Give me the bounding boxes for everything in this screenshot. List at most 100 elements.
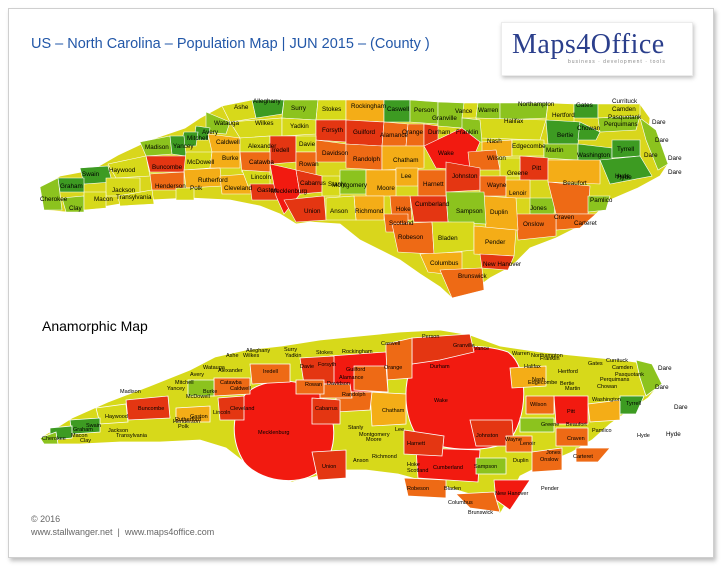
ana-label-macon: Macon bbox=[71, 433, 88, 439]
ana-label-guilford: Guilford bbox=[346, 367, 365, 373]
logo-tagline: business · development · tools bbox=[568, 59, 666, 65]
ana-label-catawba: Catawba bbox=[220, 380, 243, 386]
maps4office-logo: Maps4Office business · development · too… bbox=[501, 22, 693, 76]
std-label-chatham: Chatham bbox=[393, 157, 419, 164]
ana-label-columbus: Columbus bbox=[448, 500, 473, 506]
ana-label-cleveland: Cleveland bbox=[230, 406, 254, 412]
anamorphic-county-rowan bbox=[295, 379, 325, 395]
ana-label-mcdowell: McDowell bbox=[186, 394, 210, 400]
ana-label-yadkin: Yadkin bbox=[285, 353, 301, 359]
ana-label-surry: Surry bbox=[284, 347, 297, 353]
county-cherokee bbox=[39, 177, 63, 211]
ana-label-pitt: Pitt bbox=[567, 409, 575, 415]
std-label-carteret: Carteret bbox=[574, 220, 597, 227]
footer-link-stallwanger[interactable]: www.stallwanger.net bbox=[31, 527, 113, 537]
std-label-davidson: Davidson bbox=[322, 150, 349, 157]
anamorphic-map-heading: Anamorphic Map bbox=[42, 318, 148, 334]
std-label-person: Person bbox=[414, 107, 434, 114]
std-label-scotland: Scotland bbox=[389, 220, 414, 227]
std-sea-label-dare-3: Dare bbox=[668, 169, 682, 176]
ana-label-chatham: Chatham bbox=[382, 408, 405, 414]
ana-label-chowan: Chowan bbox=[597, 384, 617, 390]
ana-label-rowan: Rowan bbox=[305, 382, 322, 388]
std-label-burke: Burke bbox=[222, 155, 239, 162]
ana-label-pamlico: Pamlico bbox=[592, 428, 612, 434]
std-label-warren: Warren bbox=[478, 107, 499, 114]
std-label-jones: Jones bbox=[530, 205, 547, 212]
ana-label-iredell: Iredell bbox=[263, 369, 278, 375]
county-chowan bbox=[577, 121, 601, 141]
ana-label-anson: Anson bbox=[353, 458, 369, 464]
anamorphic-county-gaston bbox=[217, 395, 245, 421]
anamorphic-county-sampson bbox=[475, 457, 507, 475]
anamorphic-county-cherokee bbox=[39, 431, 59, 445]
ana-label-rockingham: Rockingham bbox=[342, 349, 373, 355]
ana-label-hoke: Hoke bbox=[407, 462, 420, 468]
ana-label-orange: Orange bbox=[384, 365, 402, 371]
anamorphic-county-iredell bbox=[249, 363, 291, 385]
std-label-rowan: Rowan bbox=[299, 161, 319, 168]
anamorphic-county-dare bbox=[635, 359, 663, 397]
std-label-graham: Graham bbox=[60, 183, 83, 190]
anamorphic-county-harnett bbox=[403, 429, 445, 457]
std-label-camden: Camden bbox=[612, 106, 636, 113]
ana-label-lincoln: Lincoln bbox=[213, 410, 230, 416]
ana-label-cherokee: Cherokee bbox=[42, 436, 66, 442]
logo-text: Maps4Office bbox=[512, 29, 665, 60]
std-label-haywood: Haywood bbox=[109, 167, 136, 174]
county-macon bbox=[83, 191, 107, 211]
standard-map bbox=[39, 99, 669, 299]
std-label-surry: Surry bbox=[291, 105, 307, 112]
anamorphic-county-wilson bbox=[525, 395, 555, 415]
std-label-halifax: Halifax bbox=[504, 118, 524, 125]
county-onslow bbox=[515, 213, 557, 241]
std-label-brunswick: Brunswick bbox=[458, 273, 488, 280]
std-label-jackson: Jackson bbox=[112, 187, 136, 194]
std-sea-label-dare-2: Dare bbox=[668, 155, 682, 162]
std-label-alamance: Alamance bbox=[380, 132, 408, 139]
county-brunswick bbox=[439, 267, 485, 299]
anamorphic-county-wayne bbox=[505, 435, 533, 453]
ana-label-davie: Davie bbox=[300, 364, 314, 370]
county-transylvania bbox=[117, 189, 155, 207]
std-label-wilson: Wilson bbox=[487, 155, 506, 162]
anamorphic-county-robeson bbox=[403, 477, 447, 499]
std-label-rutherford: Rutherford bbox=[198, 177, 228, 184]
std-label-cleveland: Cleveland bbox=[224, 185, 253, 192]
std-label-richmond: Richmond bbox=[355, 208, 384, 215]
ana-label-union: Union bbox=[322, 464, 336, 470]
std-label-avery: Avery bbox=[202, 129, 219, 136]
ana-label-pasquotank: Pasquotank bbox=[615, 372, 644, 378]
std-label-randolph: Randolph bbox=[353, 156, 380, 163]
std-label-washington: Washington bbox=[577, 152, 611, 159]
anamorphic-county-onslow bbox=[531, 447, 563, 473]
ana-label-new-hanover: New Hanover bbox=[495, 491, 528, 497]
std-label-harnett: Harnett bbox=[423, 181, 444, 188]
ana-label-northampton: Northampton bbox=[531, 353, 563, 359]
ana-label-mitchell: Mitchell bbox=[175, 380, 194, 386]
ana-label-tyrrell: Tyrrell bbox=[626, 401, 641, 407]
std-label-yadkin: Yadkin bbox=[290, 123, 309, 130]
std-label-stanly: Stanly bbox=[328, 181, 346, 188]
ana-label-halifax: Halifax bbox=[524, 364, 541, 370]
anamorphic-county-beaufort bbox=[587, 399, 621, 423]
std-label-hertford: Hertford bbox=[552, 112, 575, 119]
std-label-iredell: Iredell bbox=[272, 147, 289, 154]
ana-label-stokes: Stokes bbox=[316, 350, 333, 356]
footer-link-maps4office[interactable]: www.maps4office.com bbox=[124, 527, 215, 537]
std-label-hyde: Hyde bbox=[615, 173, 630, 180]
std-label-buncombe: Buncombe bbox=[152, 164, 183, 171]
anamorphic-county-alamance bbox=[353, 365, 389, 393]
std-label-nash: Nash bbox=[487, 138, 502, 145]
std-label-martin: Martin bbox=[546, 147, 564, 154]
ana-sea-label-dare-3: Dare bbox=[674, 404, 688, 411]
ana-label-caldwell: Caldwell bbox=[230, 386, 251, 392]
ana-label-person: Person bbox=[422, 334, 439, 340]
ana-label-swain: Swain bbox=[86, 423, 101, 429]
std-label-mitchell: Mitchell bbox=[187, 135, 208, 142]
std-label-durham: Durham bbox=[428, 129, 450, 136]
std-label-orange: Orange bbox=[402, 129, 424, 136]
ana-label-camden: Camden bbox=[612, 365, 633, 371]
page-title: US – North Carolina – Population Map | J… bbox=[31, 36, 430, 52]
